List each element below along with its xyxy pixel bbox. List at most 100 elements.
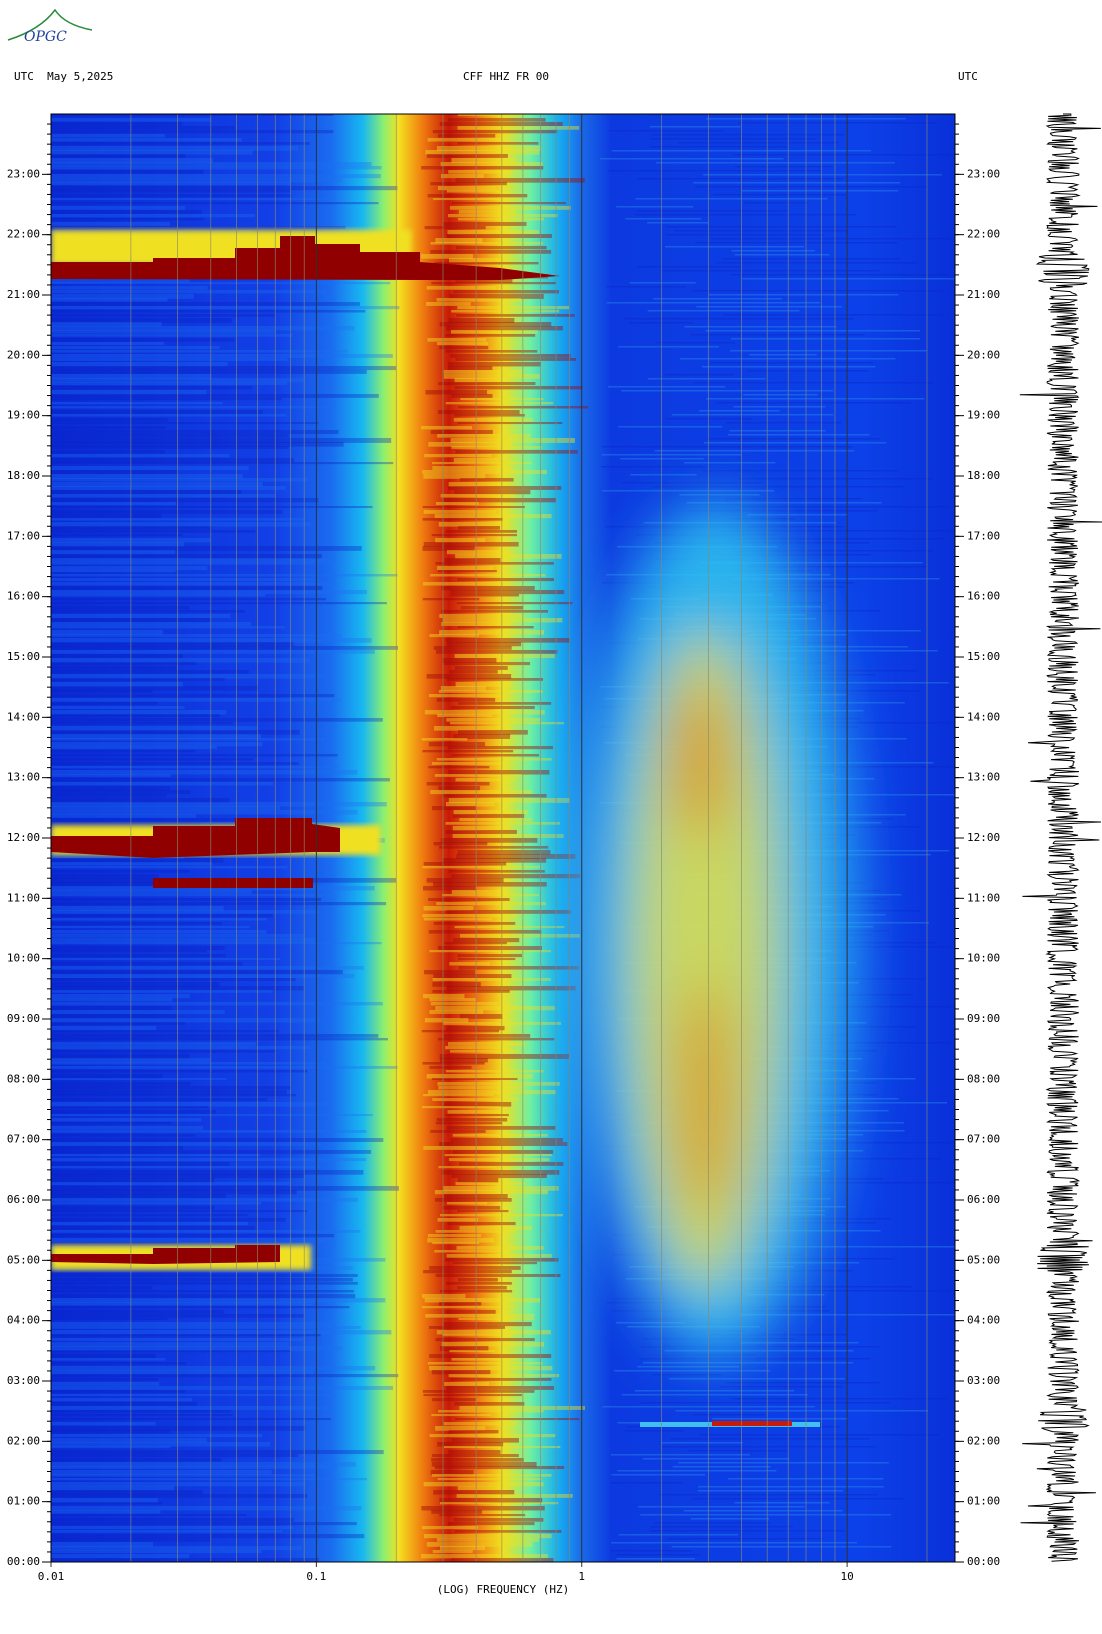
stripe [422,866,541,869]
stripe [658,1494,878,1496]
stripe [51,1034,379,1038]
y-tick-label-right: 17:00 [967,529,1000,542]
stripe [51,1126,204,1130]
stripe [51,130,334,134]
stripe [51,314,276,317]
stripe [606,286,686,288]
stripe [51,758,254,761]
stripe [441,610,549,613]
stripe [454,378,503,383]
stripe [51,690,153,693]
stripe [729,430,826,432]
stripe [51,646,399,650]
stripe [433,842,488,846]
stripe [721,258,901,260]
stripe [624,318,854,320]
stripe [671,414,834,416]
stripe [438,946,542,951]
stripe [441,586,535,591]
stripe [51,774,171,777]
stripe [643,1362,854,1364]
stripe [51,686,259,691]
stripe [51,1090,287,1095]
stripe [51,1470,272,1475]
stripe [426,286,496,290]
stripe [422,1390,535,1393]
stripe [51,950,207,953]
stripe [51,1290,354,1293]
stripe [51,330,276,334]
stripe [647,378,766,380]
stripe [727,434,870,436]
stripe [430,430,493,434]
stripe [439,1502,559,1505]
stripe [51,558,334,563]
stripe [601,446,853,448]
stripe [698,1434,940,1436]
stripe [434,1190,548,1195]
stripe [51,382,287,386]
stripe [451,394,493,398]
stripe [651,486,904,488]
stripe [747,566,928,568]
stripe [445,1114,509,1117]
stripe [51,1346,343,1351]
stripe [51,458,294,463]
stripe [458,966,580,970]
stripe [51,806,281,811]
stripe [51,1186,399,1191]
stripe [434,514,552,519]
y-tick-label: 10:00 [7,952,40,965]
stripe [430,182,507,186]
stripe [651,134,845,136]
stripe [649,114,860,116]
stripe [433,882,547,887]
stripe [726,422,842,424]
stripe [51,666,177,670]
stripe [427,194,528,198]
stripe [679,494,760,496]
stripe [432,978,551,981]
stripe [446,802,495,807]
stripe [749,354,817,356]
stripe [708,294,899,296]
stripe [430,574,546,577]
stripe [444,1154,552,1157]
stripe [449,1050,519,1053]
stripe [446,326,563,331]
stripe [51,434,289,438]
stripe [51,206,185,210]
stripe [459,1162,564,1166]
stripe [51,1114,373,1117]
stripe [449,294,544,299]
stripe [672,1466,771,1468]
stripe [455,778,516,782]
stripe [455,1182,526,1186]
stripe [734,1502,830,1504]
stripe [429,1326,505,1329]
stripe [51,974,355,979]
stripe [51,822,201,825]
stripe [51,918,267,921]
stripe [452,1262,538,1265]
stripe [51,1238,332,1243]
stripe [436,1330,551,1335]
stripe [51,1078,227,1081]
stripe [442,1206,501,1210]
stripe [457,306,570,310]
stripe [51,154,186,158]
header-right: UTC [958,70,978,83]
y-tick-label: 17:00 [7,529,40,542]
stripe [448,798,571,803]
stripe [698,1486,884,1488]
stripe [448,258,505,263]
stripe [725,498,863,500]
stripe [459,934,580,938]
stripe [51,586,323,591]
stripe [727,1142,955,1144]
stripe [51,194,292,198]
stripe [443,498,557,503]
stripe [51,1122,172,1125]
stripe [51,714,220,718]
stripe [426,302,471,306]
